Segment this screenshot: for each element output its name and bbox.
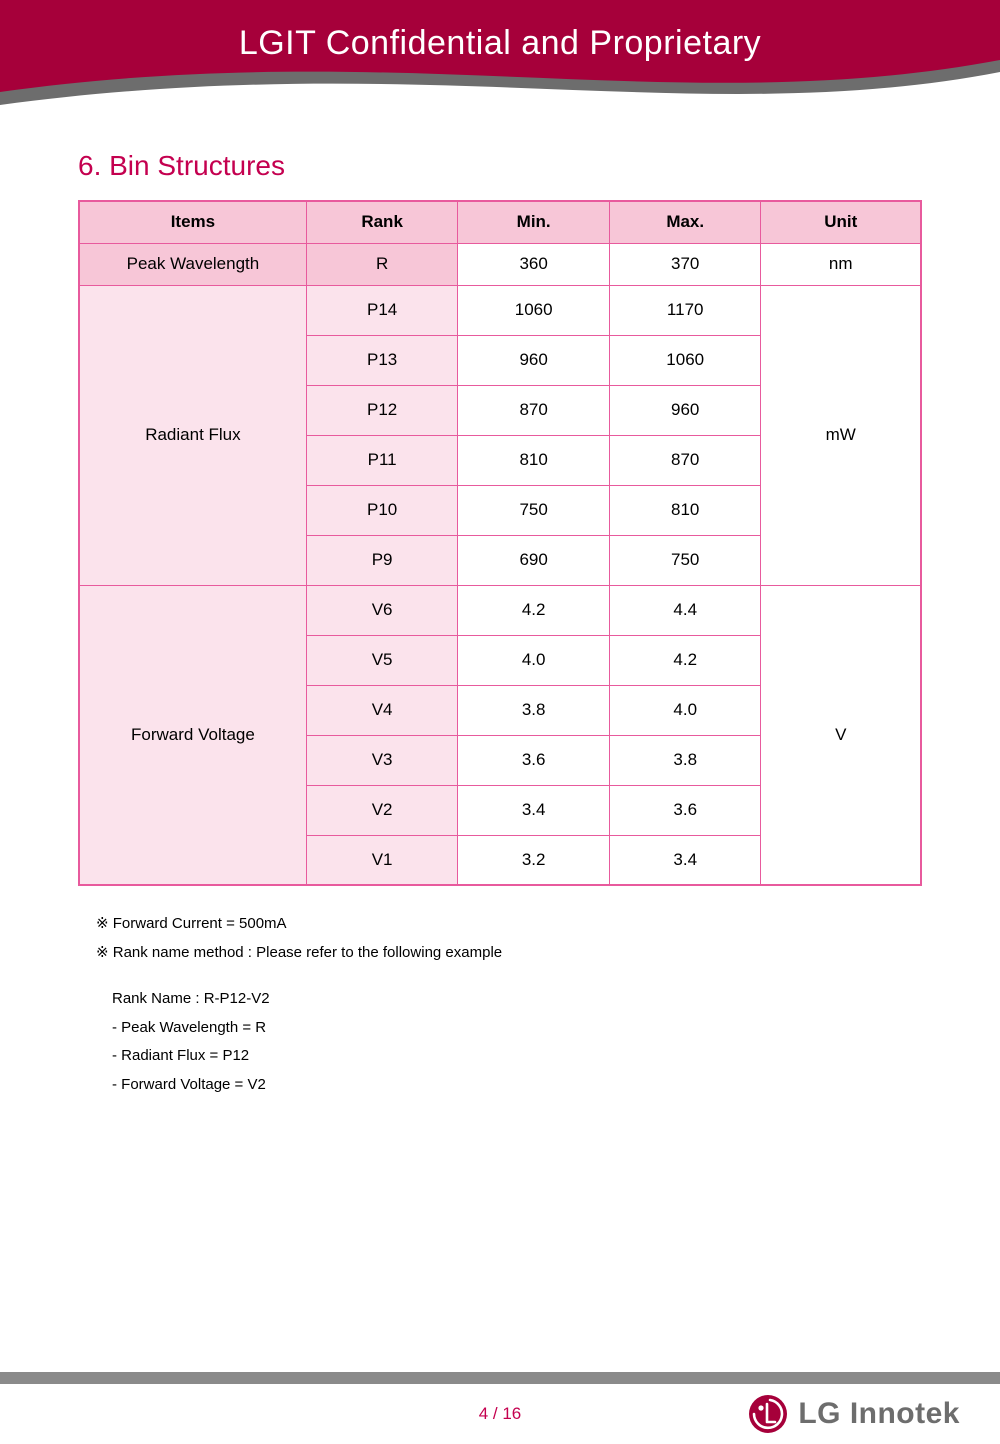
max-cell: 1060: [609, 335, 761, 385]
min-cell: 690: [458, 535, 610, 585]
rank-cell: P13: [306, 335, 458, 385]
max-cell: 1170: [609, 285, 761, 335]
min-cell: 4.2: [458, 585, 610, 635]
max-cell: 370: [609, 243, 761, 285]
item-cell: Forward Voltage: [79, 585, 306, 885]
min-cell: 750: [458, 485, 610, 535]
rank-cell: R: [306, 243, 458, 285]
rank-cell: P14: [306, 285, 458, 335]
max-cell: 4.2: [609, 635, 761, 685]
rank-cell: P10: [306, 485, 458, 535]
example-line: - Peak Wavelength = R: [112, 1014, 922, 1043]
col-header-min: Min.: [458, 201, 610, 243]
unit-cell: nm: [761, 243, 921, 285]
example-line: - Radiant Flux = P12: [112, 1042, 922, 1071]
content-area: 6. Bin Structures Items Rank Min. Max. U…: [0, 120, 1000, 1099]
unit-cell: V: [761, 585, 921, 885]
max-cell: 3.4: [609, 835, 761, 885]
footer-band: 4 / 16 LG Innotek: [0, 1372, 1000, 1444]
col-header-items: Items: [79, 201, 306, 243]
table-header-row: Items Rank Min. Max. Unit: [79, 201, 921, 243]
item-cell: Peak Wavelength: [79, 243, 306, 285]
min-cell: 1060: [458, 285, 610, 335]
max-cell: 4.0: [609, 685, 761, 735]
rank-cell: V1: [306, 835, 458, 885]
col-header-max: Max.: [609, 201, 761, 243]
notes-block: ※ Forward Current = 500mA ※ Rank name me…: [78, 910, 922, 967]
min-cell: 810: [458, 435, 610, 485]
max-cell: 960: [609, 385, 761, 435]
min-cell: 960: [458, 335, 610, 385]
note-line: ※ Forward Current = 500mA: [96, 910, 922, 939]
example-block: Rank Name : R-P12-V2 - Peak Wavelength =…: [78, 985, 922, 1099]
table-row: Peak Wavelength R 360 370 nm: [79, 243, 921, 285]
rank-cell: V5: [306, 635, 458, 685]
lg-logo-icon: [748, 1394, 788, 1434]
table-row: Forward Voltage V6 4.2 4.4 V: [79, 585, 921, 635]
min-cell: 870: [458, 385, 610, 435]
rank-cell: V4: [306, 685, 458, 735]
col-header-unit: Unit: [761, 201, 921, 243]
min-cell: 3.6: [458, 735, 610, 785]
example-line: - Forward Voltage = V2: [112, 1071, 922, 1100]
example-title: Rank Name : R-P12-V2: [112, 985, 922, 1014]
brand-text: LG Innotek: [798, 1397, 960, 1431]
unit-cell: mW: [761, 285, 921, 585]
header-title: LGIT Confidential and Proprietary: [0, 24, 1000, 63]
max-cell: 4.4: [609, 585, 761, 635]
rank-cell: P9: [306, 535, 458, 585]
max-cell: 810: [609, 485, 761, 535]
max-cell: 750: [609, 535, 761, 585]
max-cell: 870: [609, 435, 761, 485]
min-cell: 4.0: [458, 635, 610, 685]
table-row: Radiant Flux P14 1060 1170 mW: [79, 285, 921, 335]
rank-cell: P12: [306, 385, 458, 435]
rank-cell: V2: [306, 785, 458, 835]
min-cell: 3.2: [458, 835, 610, 885]
col-header-rank: Rank: [306, 201, 458, 243]
min-cell: 3.4: [458, 785, 610, 835]
rank-cell: V6: [306, 585, 458, 635]
header-band: LGIT Confidential and Proprietary: [0, 0, 1000, 120]
min-cell: 3.8: [458, 685, 610, 735]
page-number: 4 / 16: [479, 1404, 522, 1424]
rank-cell: V3: [306, 735, 458, 785]
section-title: 6. Bin Structures: [78, 150, 922, 182]
note-line: ※ Rank name method : Please refer to the…: [96, 939, 922, 968]
min-cell: 360: [458, 243, 610, 285]
bin-structures-table: Items Rank Min. Max. Unit Peak Wavelengt…: [78, 200, 922, 886]
item-cell: Radiant Flux: [79, 285, 306, 585]
rank-cell: P11: [306, 435, 458, 485]
footer-inner: 4 / 16 LG Innotek: [0, 1384, 1000, 1444]
brand-mark: LG Innotek: [748, 1394, 960, 1434]
max-cell: 3.8: [609, 735, 761, 785]
max-cell: 3.6: [609, 785, 761, 835]
